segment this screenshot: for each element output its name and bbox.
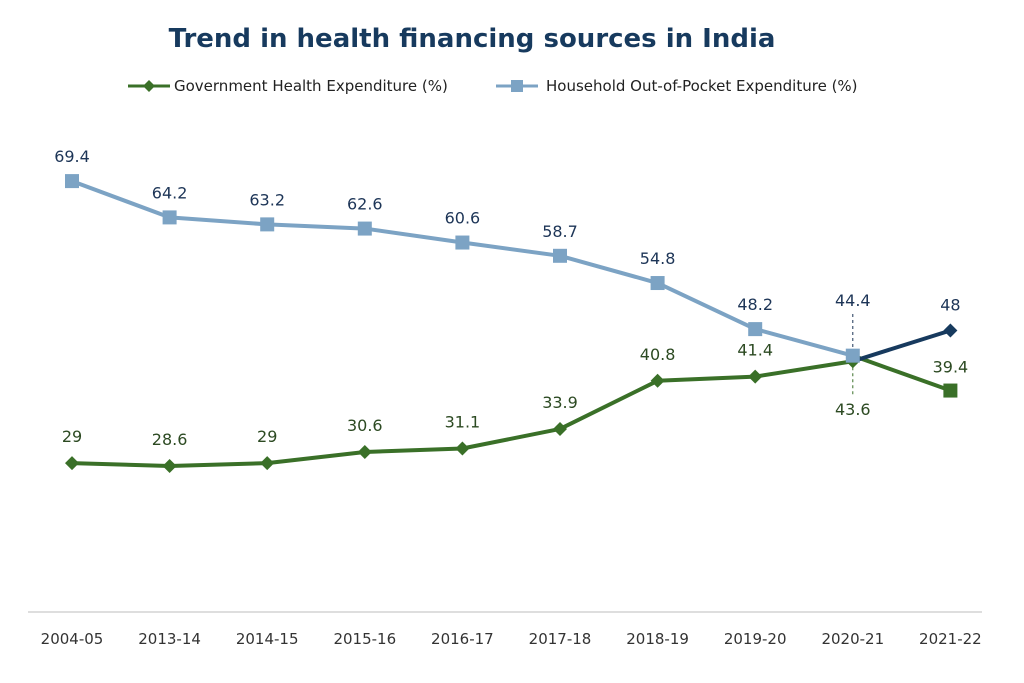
x-tick-label: 2004-05 — [41, 630, 104, 648]
gov-point-diamond — [162, 458, 177, 473]
x-tick-label: 2013-14 — [138, 630, 201, 648]
oop-point-square — [845, 348, 860, 363]
series-line-final-segment — [852, 353, 952, 393]
series-lines — [71, 179, 952, 468]
oop-point-square — [260, 217, 275, 232]
gov-data-label: 29 — [62, 427, 82, 446]
oop-data-label: 58.7 — [542, 222, 578, 241]
gov-point-diamond — [943, 323, 958, 338]
x-tick-label: 2015-16 — [333, 630, 396, 648]
oop-point-square — [650, 276, 665, 291]
data-labels: 69.4 64.2 63.2 62.6 60.6 58.7 54.8 48.2 44.4 39.4… — [54, 147, 968, 449]
oop-data-label: 39.4 — [933, 358, 969, 377]
oop-data-label: 62.6 — [347, 195, 383, 214]
x-tick-label: 2021-22 — [919, 630, 982, 648]
legend-diamond-icon — [143, 80, 155, 92]
legend-item-household[interactable]: Household Out-of-Pocket Expenditure (%) — [496, 77, 858, 95]
x-tick-label: 2016-17 — [431, 630, 494, 648]
series-markers — [65, 174, 958, 473]
series-line — [71, 179, 854, 358]
oop-data-label: 64.2 — [152, 183, 188, 202]
gov-point-diamond — [455, 441, 470, 456]
gov-data-label: 30.6 — [347, 416, 383, 435]
legend-label-government: Government Health Expenditure (%) — [174, 77, 448, 95]
legend-label-household: Household Out-of-Pocket Expenditure (%) — [546, 77, 858, 95]
gov-point-diamond — [357, 444, 372, 459]
x-tick-label: 2019-20 — [724, 630, 787, 648]
gov-data-label: 48 — [940, 296, 960, 315]
x-axis-ticks: 2004-05 2013-14 2014-15 2015-16 2016-17 2017-… — [41, 630, 982, 648]
gov-data-label: 41.4 — [737, 341, 773, 360]
oop-point-square — [943, 383, 958, 398]
oop-data-label: 63.2 — [249, 190, 285, 209]
oop-data-label: 54.8 — [640, 249, 676, 268]
gov-data-label: 29 — [257, 427, 277, 446]
legend-square-icon — [511, 80, 523, 92]
gov-data-label: 28.6 — [152, 430, 188, 449]
x-tick-label: 2020-21 — [821, 630, 884, 648]
legend: Government Health Expenditure (%) Househ… — [128, 77, 858, 95]
gov-point-diamond — [65, 456, 79, 471]
x-tick-label: 2017-18 — [529, 630, 592, 648]
series-line-final-segment — [852, 328, 952, 364]
gov-point-diamond — [553, 421, 567, 436]
oop-data-label: 69.4 — [54, 147, 90, 166]
oop-data-label: 44.4 — [835, 291, 871, 310]
oop-point-square — [455, 235, 470, 250]
gov-data-label: 40.8 — [640, 345, 676, 364]
x-tick-label: 2018-19 — [626, 630, 689, 648]
oop-point-square — [748, 322, 763, 337]
oop-point-square — [357, 221, 372, 236]
gov-data-label: 43.6 — [835, 400, 871, 419]
gov-data-label: 31.1 — [445, 413, 481, 432]
oop-point-square — [162, 210, 177, 225]
oop-point-square — [553, 248, 567, 263]
gov-point-diamond — [260, 456, 275, 471]
legend-item-government[interactable]: Government Health Expenditure (%) — [128, 77, 448, 95]
oop-data-label: 48.2 — [737, 295, 773, 314]
oop-data-label: 60.6 — [445, 209, 481, 228]
chart-title: Trend in health financing sources in Ind… — [169, 24, 776, 54]
x-tick-label: 2014-15 — [236, 630, 299, 648]
gov-data-label: 33.9 — [542, 393, 578, 412]
oop-point-square — [65, 174, 79, 189]
gov-point-diamond — [650, 373, 665, 388]
gov-point-diamond — [748, 369, 763, 384]
